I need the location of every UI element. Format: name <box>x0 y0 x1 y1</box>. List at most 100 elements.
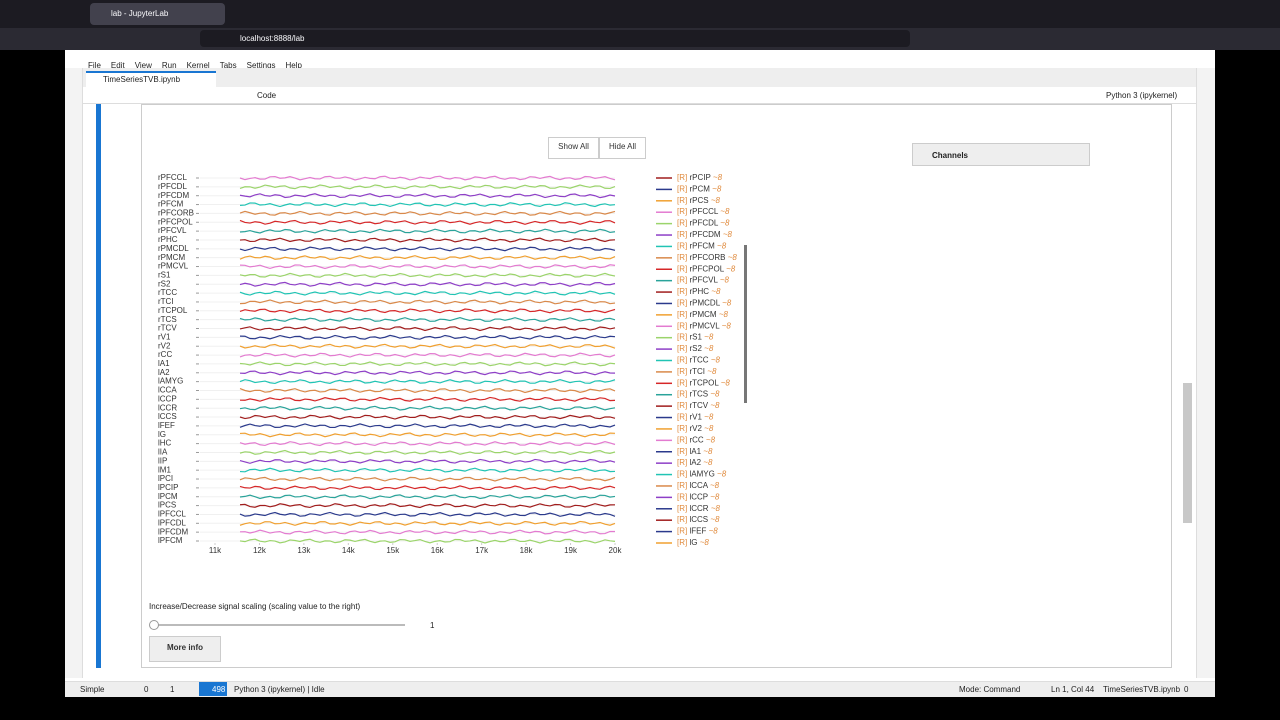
legend-name: rCC <box>689 435 703 444</box>
trace <box>239 343 616 349</box>
simple-toggle[interactable]: Simple <box>80 685 105 694</box>
menu-item[interactable]: View <box>134 61 152 70</box>
trace <box>239 361 616 367</box>
legend-tag: [R] <box>677 378 687 387</box>
legend-entry: [R] rPFCPOL ~8 <box>677 264 736 273</box>
channel-label: lPCI <box>158 474 173 483</box>
tab-title: lab - JupyterLab <box>111 9 169 18</box>
hide-all-button[interactable]: Hide All <box>599 137 646 159</box>
legend-entry: [R] rTCV ~8 <box>677 401 720 410</box>
kernels: 1 <box>170 685 175 694</box>
trace <box>239 334 616 340</box>
trace <box>239 219 616 225</box>
cursor-position: Ln 1, Col 44 <box>1051 685 1095 694</box>
legend-tag: [R] <box>677 538 687 547</box>
browser-tab[interactable] <box>90 3 225 25</box>
menu-item[interactable]: Settings <box>246 61 276 70</box>
trace <box>239 299 616 305</box>
slider-knob[interactable] <box>149 620 159 630</box>
legend-entry: [R] rPHC ~8 <box>677 287 721 296</box>
legend-tag: [R] <box>677 185 687 194</box>
legend-name: rPFCVL <box>689 276 718 285</box>
legend-tag: [R] <box>677 504 687 513</box>
channels-panel[interactable] <box>912 143 1090 166</box>
legend-name: lAMYG <box>689 470 714 479</box>
legend-tag: [R] <box>677 310 687 319</box>
channel-label: lPCM <box>158 492 178 501</box>
menu-item[interactable]: Help <box>285 61 302 70</box>
legend-tag: [R] <box>677 299 687 308</box>
channel-label: rTCPOL <box>158 306 188 315</box>
mode: Mode: Command <box>959 685 1021 694</box>
legend-suffix: ~8 <box>704 424 714 433</box>
legend-suffix: ~8 <box>720 276 730 285</box>
legend-suffix: ~8 <box>726 264 736 273</box>
legend-name: lA2 <box>689 458 701 467</box>
trace <box>239 202 616 208</box>
legend-name: rPFCPOL <box>689 264 724 273</box>
menu-bar: File Edit View Run Kernel Tabs Settings Help <box>88 55 312 70</box>
channel-label: rTCI <box>158 297 174 306</box>
status-bar <box>65 681 1215 697</box>
trace <box>239 272 616 278</box>
notifications: 0 <box>1184 685 1189 694</box>
menu-item[interactable]: File <box>88 61 101 70</box>
menu-item[interactable]: Kernel <box>186 61 210 70</box>
trace <box>239 184 616 190</box>
legend-name: rPHC <box>689 287 709 296</box>
legend-entry: [R] lFEF ~8 <box>677 527 718 536</box>
legend-suffix: ~8 <box>707 367 717 376</box>
channel-label: lPCIP <box>158 483 178 492</box>
legend-entry: [R] rV2 ~8 <box>677 424 714 433</box>
show-all-button[interactable]: Show All <box>548 137 599 159</box>
kernel-name[interactable]: Python 3 (ipykernel) <box>1106 91 1178 100</box>
channel-label: rPFCCL <box>158 173 187 182</box>
legend-name: rS1 <box>689 333 702 342</box>
legend-suffix: ~8 <box>711 196 721 205</box>
legend-entry: [R] rS2 ~8 <box>677 344 714 353</box>
legend-name: rPFCM <box>689 242 715 251</box>
channel-label: rPMCM <box>158 253 185 262</box>
legend-tag: [R] <box>677 424 687 433</box>
slider-label: Increase/Decrease signal scaling (scalin… <box>149 602 361 611</box>
menu-item[interactable]: Run <box>161 61 177 70</box>
channel-label: rPHC <box>158 235 178 244</box>
legend-name: rTCI <box>689 367 705 376</box>
legend-name: lCCA <box>689 481 708 490</box>
channel-label: rTCC <box>158 288 177 297</box>
trace <box>239 237 616 243</box>
legend-tag: [R] <box>677 173 687 182</box>
legend-tag: [R] <box>677 356 687 365</box>
legend-suffix: ~8 <box>710 515 720 524</box>
kernel-state: Python 3 (ipykernel) | Idle <box>234 685 325 694</box>
legend-tag: [R] <box>677 515 687 524</box>
channel-label: rPFCPOL <box>158 217 193 226</box>
x-tick-label: 14k <box>342 546 356 555</box>
menu-item[interactable]: Tabs <box>219 61 237 70</box>
menu-item[interactable]: Edit <box>110 61 125 70</box>
legend-tag: [R] <box>677 470 687 479</box>
slider-track[interactable] <box>153 624 405 626</box>
memory-badge <box>199 682 227 696</box>
trace <box>239 370 616 376</box>
legend-suffix: ~8 <box>713 173 723 182</box>
scrollbar <box>1183 383 1192 523</box>
doc-tab[interactable] <box>86 71 216 87</box>
x-tick-label: 15k <box>386 546 400 555</box>
url-bar[interactable] <box>200 30 910 47</box>
legend-entry: [R] rPFCVL ~8 <box>677 276 730 285</box>
legend-tag: [R] <box>677 333 687 342</box>
x-tick-label: 12k <box>253 546 267 555</box>
x-tick-label: 11k <box>209 546 222 555</box>
legend-tag: [R] <box>677 196 687 205</box>
legend-entry: [R] rTCI ~8 <box>677 367 717 376</box>
trace <box>239 440 616 447</box>
legend-tag: [R] <box>677 458 687 467</box>
legend-entry: [R] rPMCM ~8 <box>677 310 728 319</box>
legend-tag: [R] <box>677 367 687 376</box>
cell-type[interactable]: Code <box>257 91 277 100</box>
channel-label: rV1 <box>158 332 171 341</box>
trace <box>239 379 616 385</box>
more-info-button[interactable]: More info <box>149 636 221 662</box>
